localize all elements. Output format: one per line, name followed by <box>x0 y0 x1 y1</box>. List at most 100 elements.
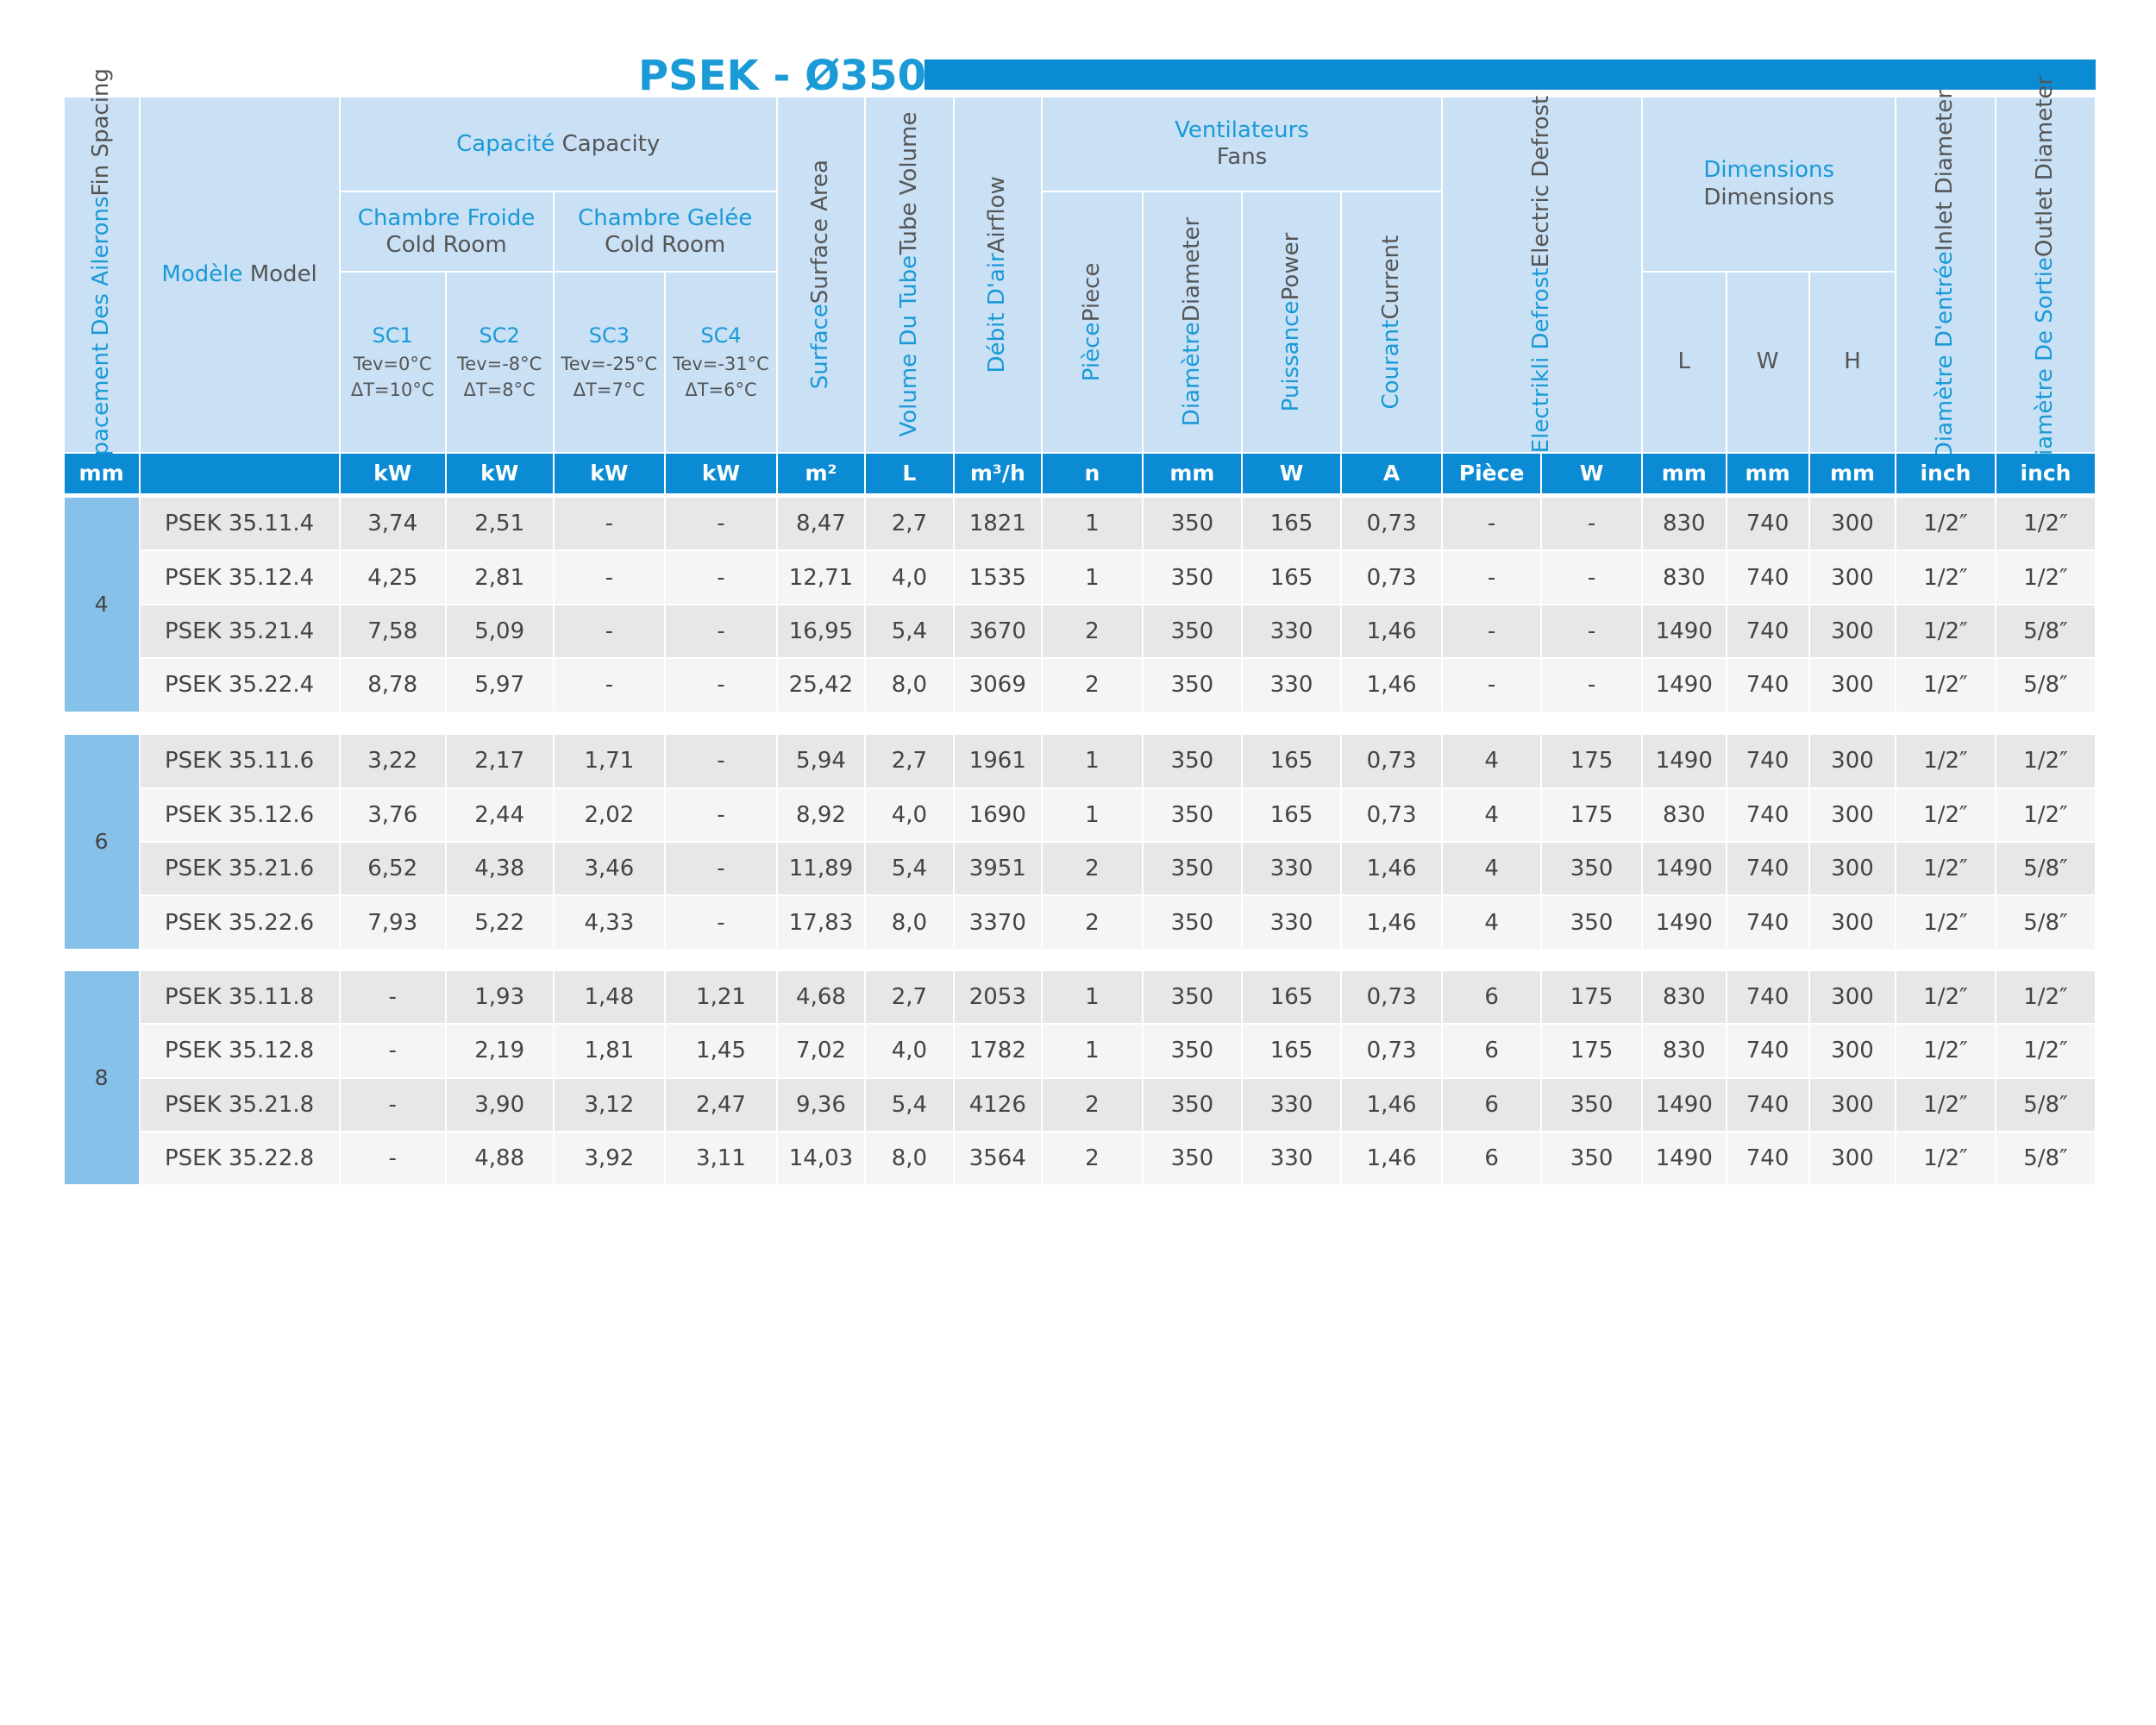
data-cell: 0,73 <box>1342 498 1441 550</box>
cell-value: - <box>605 672 614 699</box>
data-cell: 350 <box>1143 843 1241 895</box>
data-cell: 0,73 <box>1342 1025 1441 1077</box>
cell-value: 740 <box>1745 801 1789 828</box>
data-cell: 3,92 <box>554 1132 665 1185</box>
data-cell: 830 <box>1643 970 1726 1024</box>
header-cell: Modèle Model <box>140 97 339 452</box>
condition-dt: ΔT=10°C <box>350 380 435 401</box>
data-cell: 330 <box>1243 843 1341 895</box>
data-cell: 300 <box>1809 896 1896 949</box>
unit-label: mm <box>1661 461 1707 486</box>
data-cell: 2 <box>1043 1078 1142 1131</box>
cell-value: 2 <box>1085 1145 1100 1172</box>
data-cell: 5,4 <box>866 1078 953 1131</box>
cell-value: 0,73 <box>1366 983 1417 1010</box>
cell-value: 2,44 <box>474 801 525 828</box>
cell-value: 4,88 <box>474 1145 525 1172</box>
condition-header: SC1 Tev=0°C ΔT=10°C <box>340 273 445 452</box>
cell-value: 3564 <box>968 1145 1026 1172</box>
cell-value: 4,25 <box>367 564 418 591</box>
header-cell: Pièce Piece <box>1043 192 1142 452</box>
cell-value: 740 <box>1745 564 1789 591</box>
header-cell: Surface Surface Area <box>777 97 865 452</box>
cell-value: 175 <box>1570 748 1614 775</box>
data-cell: 1,48 <box>554 970 665 1024</box>
data-cell: 25,42 <box>777 659 865 712</box>
cell-value: - <box>1587 618 1596 644</box>
cell-value: 4,0 <box>891 801 928 828</box>
cell-value: 1/2″ <box>2023 748 2068 775</box>
condition-name: SC4 <box>700 323 742 348</box>
data-cell: 2,02 <box>554 788 665 841</box>
data-cell: 8,0 <box>866 1132 953 1185</box>
model-name: PSEK 35.21.4 <box>165 618 315 644</box>
cell-value: 740 <box>1745 1038 1789 1064</box>
data-cell: 8,92 <box>777 788 865 841</box>
condition-header: SC4 Tev=-31°C ΔT=6°C <box>666 273 776 452</box>
cell-value: 3,76 <box>367 801 418 828</box>
header-french: Pièce <box>1078 322 1105 382</box>
data-cell: 300 <box>1809 735 1896 787</box>
data-cell: 1/2″ <box>1896 788 1995 841</box>
data-cell: - <box>666 659 776 712</box>
cell-value: 17,83 <box>788 909 854 936</box>
cell-value: 830 <box>1662 1038 1706 1064</box>
cell-value: - <box>388 1091 397 1118</box>
data-cell: 2,7 <box>866 970 953 1024</box>
data-cell: 17,83 <box>777 896 865 949</box>
cell-value: 1 <box>1085 801 1100 828</box>
data-cell: 1,46 <box>1342 843 1441 895</box>
cell-value: 5/8″ <box>2023 672 2068 699</box>
data-cell: 1490 <box>1643 605 1726 658</box>
cell-value: 1/2″ <box>1923 618 1968 644</box>
cell-value: 830 <box>1662 983 1706 1010</box>
data-cell: 1 <box>1043 735 1142 787</box>
cell-value: 740 <box>1745 1091 1789 1118</box>
header-cell: Débit D'air Airflow <box>954 97 1041 452</box>
header-french: Modèle <box>161 260 243 287</box>
cell-value: 300 <box>1831 856 1874 882</box>
data-cell: - <box>1443 551 1541 604</box>
dimension-label: W <box>1756 348 1779 375</box>
cell-value: 1/2″ <box>1923 983 1968 1010</box>
condition-dt: ΔT=7°C <box>573 380 646 401</box>
data-cell: 350 <box>1143 970 1241 1024</box>
cell-value: - <box>605 618 614 644</box>
cell-value: 300 <box>1831 511 1874 537</box>
cell-value: 1690 <box>968 801 1026 828</box>
header-cell: Courant Current <box>1342 192 1441 452</box>
unit-cell: W <box>1542 453 1641 493</box>
cell-value: 5,09 <box>474 618 525 644</box>
data-cell: 4,38 <box>446 843 553 895</box>
cell-value: 1/2″ <box>1923 909 1968 936</box>
cell-value: 1490 <box>1655 618 1713 644</box>
data-cell: 1 <box>1043 970 1142 1024</box>
data-cell: 350 <box>1143 896 1241 949</box>
cell-value: 3951 <box>968 856 1026 882</box>
data-cell: 5,4 <box>866 605 953 658</box>
cell-value: 12,71 <box>788 564 854 591</box>
cell-value: 2,81 <box>474 564 525 591</box>
header-french: Courant <box>1377 319 1404 410</box>
data-cell: - <box>1443 659 1541 712</box>
condition-tev: Tev=0°C <box>353 353 432 374</box>
header-cell: Volume Du Tube Tube Volume <box>866 97 953 452</box>
dimension-label: H <box>1844 348 1861 375</box>
data-cell: 12,71 <box>777 551 865 604</box>
data-cell: 3,90 <box>446 1078 553 1131</box>
cell-value: 350 <box>1170 983 1214 1010</box>
unit-label: kW <box>480 461 519 486</box>
cell-value: 330 <box>1269 856 1313 882</box>
data-cell: 1490 <box>1643 735 1726 787</box>
data-cell: 1/2″ <box>1896 843 1995 895</box>
cell-value: 4 <box>1484 909 1499 936</box>
data-cell: - <box>1542 659 1641 712</box>
cell-value: 11,89 <box>788 856 854 882</box>
cell-value: 6 <box>1484 1145 1499 1172</box>
cell-value: 1 <box>1085 511 1100 537</box>
data-cell: 1,93 <box>446 970 553 1024</box>
data-cell: 350 <box>1542 1132 1641 1185</box>
header-label: Diamètre Diameter <box>1179 217 1206 426</box>
cell-value: 1 <box>1085 1038 1100 1064</box>
